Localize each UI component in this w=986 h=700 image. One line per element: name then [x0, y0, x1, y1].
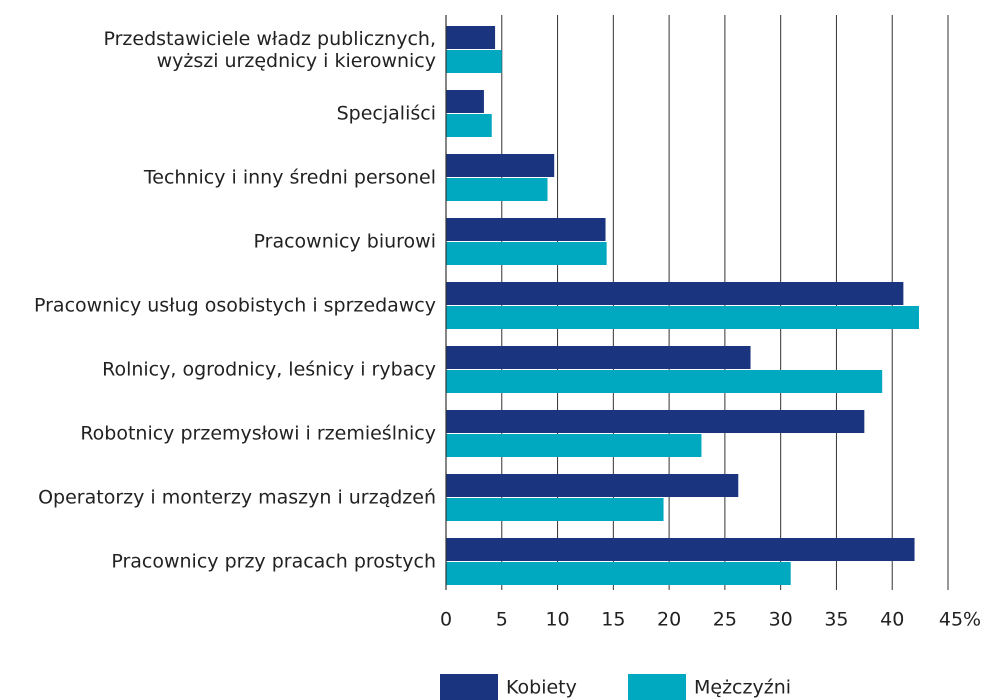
x-tick-label: 15	[601, 609, 625, 631]
x-tick-label: 20	[657, 609, 681, 631]
bar	[446, 474, 739, 497]
category-label: Pracownicy przy pracach prostych	[111, 551, 436, 573]
bar	[446, 242, 607, 265]
x-tick-label: 40	[880, 609, 904, 631]
bar	[446, 50, 502, 73]
category-label: Robotnicy przemysłowi i rzemieślnicy	[80, 423, 436, 445]
bar	[446, 306, 919, 329]
bar	[446, 370, 883, 393]
bar	[446, 282, 904, 305]
x-tick-label: 10	[545, 609, 569, 631]
x-tick-label: 5	[496, 609, 508, 631]
x-tick-label: 0	[440, 609, 452, 631]
category-label: Operatorzy i monterzy maszyn i urządzeń	[38, 487, 436, 509]
category-label: Technicy i inny średni personel	[143, 167, 436, 189]
category-label: Pracownicy usług osobistych i sprzedawcy	[34, 295, 436, 317]
legend-swatch	[628, 674, 686, 700]
bar	[446, 218, 606, 241]
x-tick-label: 35	[824, 609, 848, 631]
legend-label: Kobiety	[506, 677, 577, 699]
bar	[446, 538, 915, 561]
bar	[446, 90, 484, 113]
category-label: Przedstawiciele władz publicznych, wyższi…	[104, 28, 437, 72]
legend-swatch	[440, 674, 498, 700]
bar	[446, 562, 791, 585]
x-tick-label: 30	[769, 609, 793, 631]
legend-label: Mężczyźni	[694, 677, 791, 699]
bar	[446, 154, 555, 177]
category-label: Rolnicy, ogrodnicy, leśnicy i rybacy	[102, 359, 436, 381]
x-tick-label: 25	[713, 609, 737, 631]
bar	[446, 434, 702, 457]
x-tick-label: 45%	[939, 609, 981, 631]
category-label: Pracownicy biurowi	[254, 231, 436, 253]
bar	[446, 178, 548, 201]
bar	[446, 346, 751, 369]
bar	[446, 410, 865, 433]
category-label: Specjaliści	[337, 103, 436, 125]
bar	[446, 114, 492, 137]
bar	[446, 498, 664, 521]
bar	[446, 26, 496, 49]
